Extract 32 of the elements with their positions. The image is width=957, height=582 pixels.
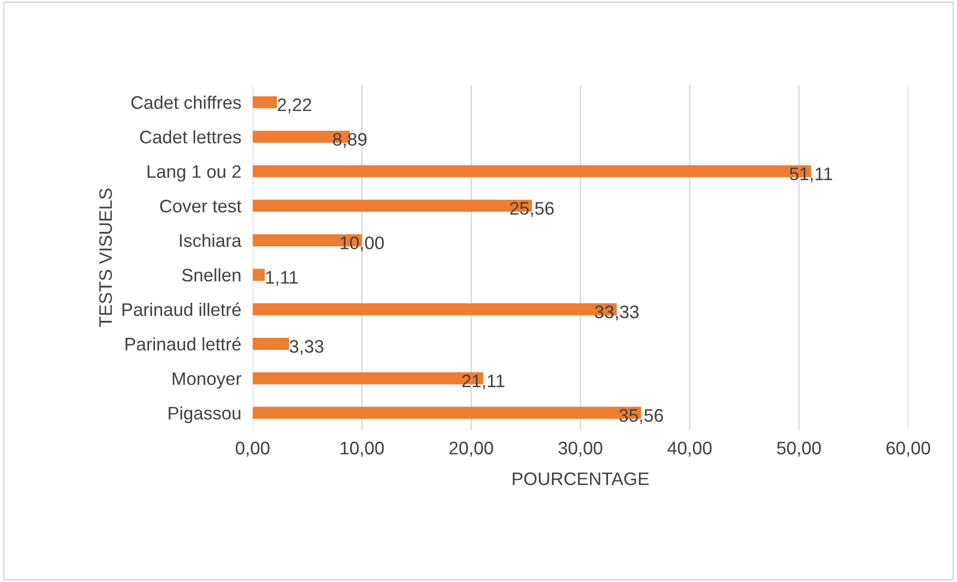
y-tick-label: Pigassou [168,406,240,424]
data-label: 35,56 [619,409,663,424]
data-label: 33,33 [594,306,639,320]
y-axis-title: TESTS VISUELS [99,188,112,327]
data-label: 21,11 [462,374,504,390]
x-tick-label: 60,00 [886,442,930,457]
y-tick-label: Monoyer [172,372,242,389]
x-tick-label: 50,00 [777,442,821,457]
y-tick-label: Cadet lettres [140,130,241,144]
data-label: 3,33 [290,340,324,355]
data-label: 51,11 [790,168,832,182]
y-tick-label: Parinaud lettré [126,337,241,351]
x-tick-label: 40,00 [668,442,712,457]
bar [252,268,265,281]
x-tick-label: 30,00 [558,442,602,457]
y-tick-label: Lang 1 ou 2 [148,165,241,182]
y-tick-label: Snellen [182,268,240,282]
bar [252,338,290,350]
x-tick-label: 0,00 [236,442,270,457]
x-tick-label: 20,00 [449,442,494,457]
data-label: 10,00 [340,236,384,252]
y-tick-label: Parinaud illetré [122,302,241,316]
bar [252,96,277,108]
y-tick-label: Ischiara [180,234,242,247]
x-axis-title: POURCENTAGE [512,472,649,486]
y-tick-label: Cover test [160,200,242,212]
x-tick-label: 10,00 [340,442,384,457]
data-label: 2,22 [278,98,312,114]
data-label: 25,56 [510,202,554,217]
data-label: 1,11 [266,271,298,286]
y-tick-label: Cadet chiffres [131,96,241,109]
data-label: 8,89 [332,132,366,148]
